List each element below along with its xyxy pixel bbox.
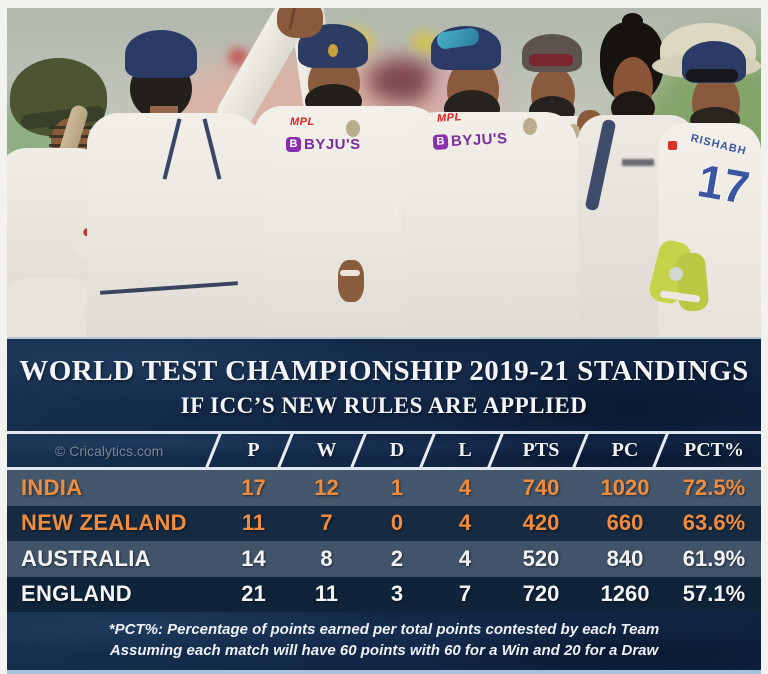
byjus-icon: B [432, 134, 449, 150]
team-name: INDIA [21, 474, 83, 500]
stat-w: 12 [314, 474, 339, 500]
stat-w: 8 [320, 545, 333, 571]
stat-d: 2 [390, 545, 404, 571]
stat-pct: 61.9% [682, 545, 746, 571]
batsman-pads [7, 278, 92, 337]
stat-pct: 72.5% [682, 474, 746, 500]
stat-l: 4 [458, 545, 472, 571]
player-kohli [72, 8, 320, 337]
footnote-line2: Assuming each match will have 60 points … [109, 642, 659, 659]
table-row-australia: AUSTRALIA 14 8 2 4 520 840 61.9% [7, 541, 761, 577]
col-header-pc: PC [611, 439, 639, 461]
stat-p: 21 [241, 581, 266, 607]
stat-d: 0 [390, 510, 404, 536]
bottom-accent-line [7, 670, 761, 674]
table-row-new-zealand: NEW ZEALAND 11 7 0 4 420 660 63.6% [7, 505, 761, 541]
stat-pts: 520 [522, 545, 560, 571]
stat-p: 17 [241, 474, 266, 500]
title-band: WORLD TEST CHAMPIONSHIP 2019-21 STANDING… [7, 337, 761, 431]
team-name: AUSTRALIA [21, 545, 151, 571]
col-header-d: D [389, 439, 405, 461]
keeper-glove-right [674, 251, 710, 313]
mpl-logo-jadeja: MPL [290, 116, 315, 128]
table-row-india: INDIA 17 12 1 4 740 1020 72.5% [7, 470, 761, 506]
pant-sunglasses [686, 69, 738, 82]
bcci-crest [346, 120, 360, 137]
team-celebration-photo: MPL B BYJU'S MPL [7, 8, 761, 337]
player-rohit: MPL B BYJU'S [389, 18, 582, 337]
jadeja-hand-down [338, 260, 364, 302]
stat-pts: 420 [522, 510, 560, 536]
stat-pc: 660 [606, 510, 644, 536]
stat-d: 3 [390, 581, 404, 607]
stat-pts: 740 [522, 474, 560, 500]
col-header-p: P [247, 439, 260, 461]
siraj-chest-text-smudge [622, 159, 654, 166]
sunglasses-on-cap-red [529, 54, 573, 66]
byjus-icon: B [286, 137, 301, 152]
table-header: © Cricalytics.com P W D L PTS PC PCT% [7, 431, 761, 470]
stat-d: 1 [390, 474, 404, 500]
footnote-line1: *PCT%: Percentage of points earned per t… [108, 621, 660, 638]
byjus-wordmark: BYJU'S [304, 136, 361, 153]
stat-l: 4 [458, 474, 472, 500]
infographic-inner: MPL B BYJU'S MPL [7, 8, 761, 674]
col-header-w: W [316, 439, 337, 461]
kohli-navy-cap [125, 30, 197, 78]
high-five-hands [277, 8, 323, 38]
table-row-england: ENGLAND 21 11 3 7 720 1260 57.1% [7, 576, 761, 612]
stat-w: 7 [320, 510, 333, 536]
byjus-wordmark: BYJU'S [450, 130, 508, 150]
stat-pct: 63.6% [682, 510, 746, 536]
header-grid: © Cricalytics.com P W D L PTS PC PCT% [7, 434, 761, 467]
bcci-crest [523, 118, 537, 135]
stat-l: 7 [458, 581, 472, 607]
finger-tape [340, 270, 360, 276]
rohit-body [405, 112, 577, 337]
col-header-l: L [458, 439, 472, 461]
col-header-pct: PCT% [684, 439, 744, 461]
subtitle: IF ICC’S NEW RULES ARE APPLIED [180, 393, 588, 418]
footnote-band: *PCT%: Percentage of points earned per t… [7, 612, 761, 670]
crowd-red-dot [229, 48, 247, 66]
byjus-logo-jadeja: B BYJU'S [286, 136, 361, 153]
stat-p: 11 [241, 510, 266, 536]
mpl-mini-red-mark [668, 141, 677, 150]
crowd-maroon-blob [367, 58, 437, 103]
cap-emblem-gold [328, 44, 338, 57]
main-title: WORLD TEST CHAMPIONSHIP 2019-21 STANDING… [19, 355, 749, 387]
stat-w: 11 [314, 581, 339, 607]
team-name: NEW ZEALAND [21, 510, 187, 536]
pant-back-number: 17 [693, 153, 754, 215]
stat-l: 4 [458, 510, 472, 536]
standings-rows: INDIA 17 12 1 4 740 1020 72.5% NEW ZEALA… [7, 470, 761, 612]
stat-pc: 1020 [600, 474, 650, 500]
glove-logo-circle [669, 267, 683, 281]
stat-pc: 840 [606, 545, 644, 571]
watermark: © Cricalytics.com [55, 442, 164, 459]
stat-pts: 720 [522, 581, 560, 607]
team-name: ENGLAND [21, 581, 132, 607]
kohli-body [87, 113, 267, 337]
stat-pct: 57.1% [682, 581, 746, 607]
stat-p: 14 [241, 545, 266, 571]
stat-pc: 1260 [600, 581, 650, 607]
col-header-pts: PTS [522, 439, 560, 461]
mpl-logo-rohit: MPL [436, 111, 463, 125]
player-pant: RISHABH 17 [646, 23, 761, 337]
